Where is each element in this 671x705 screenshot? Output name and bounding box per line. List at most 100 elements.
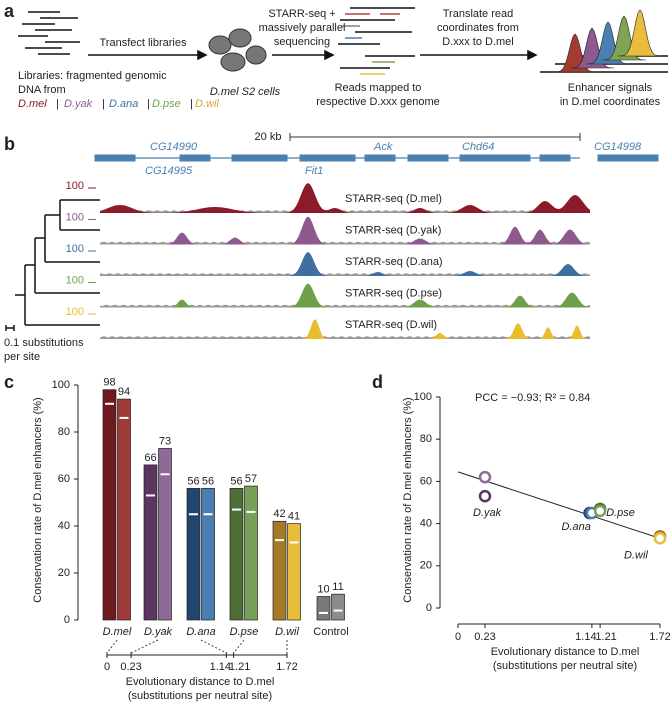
gene-label: Ack xyxy=(373,141,393,153)
y-tick-label: 40 xyxy=(58,520,70,532)
y-tick-label: 0 xyxy=(64,614,70,626)
bar xyxy=(331,593,345,621)
separator: | xyxy=(190,98,193,110)
y-tick-label: 20 xyxy=(58,567,70,579)
bar xyxy=(287,523,301,621)
species-label: D.yak xyxy=(64,98,93,110)
peak xyxy=(617,9,663,57)
track-name: STARR-seq (D.yak) xyxy=(345,224,441,236)
value-label: 73 xyxy=(159,435,171,447)
value-label: 57 xyxy=(245,473,257,485)
x-tick-label: D.ana xyxy=(186,626,215,638)
separator: | xyxy=(147,98,150,110)
gene-label: CG14998 xyxy=(594,141,642,153)
x-tick-label: 1.21 xyxy=(595,631,616,643)
peak xyxy=(585,21,631,65)
y-tick-label: 80 xyxy=(420,433,432,445)
label: 20 kb xyxy=(255,131,282,143)
track-name: STARR-seq (D.ana) xyxy=(345,256,443,268)
species-label: D.pse xyxy=(152,98,181,110)
label: STARR-seq + xyxy=(268,8,335,20)
peak xyxy=(553,33,597,73)
label: sequencing xyxy=(274,36,330,48)
point xyxy=(653,532,667,545)
value-label: 10 xyxy=(317,583,329,595)
gene-track xyxy=(94,133,659,162)
x-tick-label: 0.23 xyxy=(120,661,141,673)
bar xyxy=(117,398,131,621)
background-signal xyxy=(100,241,590,245)
y-axis-label: Conservation rate of D.mel enhancers (%) xyxy=(32,397,44,602)
point-label: D.pse xyxy=(606,507,635,519)
label: massively parallel xyxy=(259,22,346,34)
label: D.xxx to D.mel xyxy=(442,36,514,48)
y-tick-label: 60 xyxy=(58,473,70,485)
species-label: D.mel xyxy=(18,98,47,110)
y-tick-label: 20 xyxy=(420,560,432,572)
track-scale: 100 xyxy=(66,211,84,223)
gene-label: Fit1 xyxy=(305,165,323,177)
connector xyxy=(106,639,118,654)
connector xyxy=(130,639,159,654)
label: D.mel S2 cells xyxy=(210,86,281,98)
bar xyxy=(143,464,158,621)
track-scale: 100 xyxy=(66,180,84,192)
connector xyxy=(233,639,245,654)
peak xyxy=(601,15,647,61)
panel-label: c xyxy=(4,372,14,392)
bar xyxy=(316,596,331,621)
gene-label: CG14990 xyxy=(150,141,198,153)
label: Transfect libraries xyxy=(99,37,187,49)
label: coordinates from xyxy=(437,22,519,34)
y-tick-label: 100 xyxy=(414,391,432,403)
signal xyxy=(100,183,590,213)
y-tick-label: 80 xyxy=(58,426,70,438)
species-label: D.wil xyxy=(195,98,219,110)
track-scale: 100 xyxy=(66,243,84,255)
bar xyxy=(102,389,117,621)
bar xyxy=(201,488,215,621)
track-name: STARR-seq (D.pse) xyxy=(345,287,442,299)
fit-line xyxy=(457,471,661,539)
y-axis-label: Conservation rate of D.mel enhancers (%) xyxy=(402,397,414,602)
x-tick-label: 1.21 xyxy=(229,661,250,673)
species-label: D.ana xyxy=(109,98,138,110)
connector xyxy=(200,639,227,654)
label: Translate read xyxy=(443,8,514,20)
track-name: STARR-seq (D.wil) xyxy=(345,319,437,331)
value-label: 11 xyxy=(332,581,343,593)
background-signal xyxy=(100,273,590,276)
label: DNA from xyxy=(18,84,66,96)
x-tick-label: D.wil xyxy=(275,626,299,638)
panel-label: b xyxy=(4,134,15,154)
track-scale: 100 xyxy=(66,274,84,286)
bar xyxy=(229,488,244,621)
track-name: STARR-seq (D.mel) xyxy=(345,193,442,205)
label: respective D.xxx genome xyxy=(316,96,440,108)
peak xyxy=(569,27,615,69)
x-tick-label: 1.72 xyxy=(276,661,297,673)
value-label: 98 xyxy=(103,377,115,389)
value-label: 42 xyxy=(273,508,285,520)
y-tick-label: 40 xyxy=(420,518,432,530)
gene-label: Chd64 xyxy=(462,141,494,153)
x-tick-label: D.mel xyxy=(103,626,132,638)
x-tick-label: D.yak xyxy=(144,626,173,638)
panel-label: a xyxy=(4,1,15,21)
y-tick-label: 0 xyxy=(426,602,432,614)
enhancer-peaks xyxy=(553,9,663,73)
value-label: 56 xyxy=(187,475,199,487)
bar xyxy=(244,485,258,621)
background-signal xyxy=(100,304,590,308)
track-scale: 100 xyxy=(66,306,84,318)
label: 0.1 substitutions xyxy=(4,337,84,349)
tree xyxy=(5,199,100,331)
value-label: 41 xyxy=(288,511,300,523)
label: Libraries: fragmented genomic xyxy=(18,70,167,82)
x-tick-label: 0 xyxy=(455,631,461,643)
label: Reads mapped to xyxy=(335,82,422,94)
tracks xyxy=(88,183,590,339)
y-tick-label: 60 xyxy=(420,475,432,487)
value-label: 56 xyxy=(230,475,242,487)
label: Enhancer signals xyxy=(568,82,653,94)
